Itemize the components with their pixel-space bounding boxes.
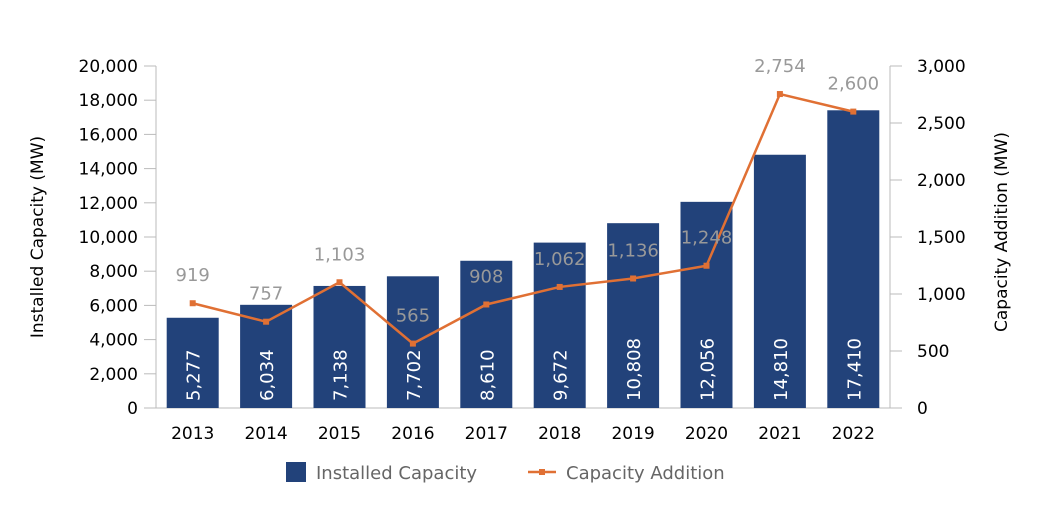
legend-marker-addition [539,469,545,475]
x-tick-label: 2017 [465,424,508,444]
bar-data-label: 14,810 [771,338,792,401]
line-data-label: 2,754 [754,56,806,77]
x-tick-label: 2022 [832,424,875,444]
bar-data-label: 5,277 [184,349,205,401]
bar [753,154,806,408]
y-tick-label-right: 0 [917,399,928,419]
line-point [630,275,637,282]
bar [313,285,366,408]
y-tick-label-right: 500 [917,342,949,362]
line-point [409,340,416,347]
line-data-label: 1,136 [607,240,659,261]
y-tick-label-left: 18,000 [79,91,138,111]
line-point [483,301,490,308]
x-tick-label: 2015 [318,424,361,444]
line-point [850,108,857,115]
y-tick-label-right: 1,000 [917,285,966,305]
line-data-label: 2,600 [828,74,880,95]
bar-data-label: 10,808 [624,338,645,401]
line-series: 919 757 1,103 565 908 1,062 1,136 1,248 2,754 2,6… [176,56,880,347]
y-axis-left-label: Installed Capacity (MW) [28,136,48,338]
line-point [263,318,270,325]
line-point [336,279,343,286]
x-tick-label: 2014 [244,424,287,444]
x-tick-label: 2020 [685,424,728,444]
line-point [703,262,710,269]
y-tick-label-left: 14,000 [79,160,138,180]
line-path [192,92,854,346]
y-tick-label-right: 1,500 [917,228,966,248]
bar [460,260,513,408]
y-axis-right-label: Capacity Addition (MW) [992,132,1012,332]
bar-data-label: 8,610 [477,349,498,401]
x-tick-label: 2018 [538,424,581,444]
bar [533,242,586,408]
legend-label-addition: Capacity Addition [566,463,725,484]
y-tick-label-left: 6,000 [89,296,138,316]
line-data-label: 1,248 [681,228,733,249]
line-point [556,283,563,290]
y-tick-label-right: 3,000 [917,57,966,77]
y-tick-label-left: 0 [127,399,138,419]
line-data-label: 757 [249,284,283,305]
legend: Installed Capacity Capacity Addition [286,462,725,484]
line-point [189,300,196,307]
bar-data-label: 7,702 [404,349,425,401]
y-tick-label-left: 20,000 [79,57,138,77]
y-tick-label-right: 2,000 [917,171,966,191]
y-tick-label-left: 4,000 [89,331,138,351]
y-tick-label-left: 8,000 [89,262,138,282]
bar-data-label: 17,410 [844,338,865,401]
bar [607,223,660,408]
axes: 0 2,000 4,000 6,000 8,000 10,000 12,000 14,000 1… [79,57,966,444]
bar [166,317,219,408]
x-tick-label: 2019 [611,424,654,444]
y-tick-label-left: 2,000 [89,365,138,385]
x-tick-label: 2013 [171,424,214,444]
bar-data-label: 7,138 [331,349,352,401]
legend-label-installed: Installed Capacity [316,463,477,484]
line-data-label: 1,103 [314,244,366,265]
bar-data-label: 12,056 [698,338,719,401]
x-tick-label: 2016 [391,424,434,444]
line-point [776,91,783,98]
line-data-label: 1,062 [534,249,586,270]
bar-data-label: 6,034 [257,349,278,401]
bar [827,110,880,408]
y-tick-label-left: 12,000 [79,194,138,214]
bars: 5,277 6,034 7,138 7,702 8,610 9,672 10,808 12,0… [166,110,880,408]
line-data-label: 908 [469,266,503,287]
bar-data-label: 9,672 [551,349,572,401]
y-tick-label-left: 10,000 [79,228,138,248]
y-tick-label-right: 2,500 [917,114,966,134]
bar [680,201,733,408]
legend-swatch-installed [286,462,306,482]
line-data-label: 919 [176,265,210,286]
x-tick-label: 2021 [758,424,801,444]
line-data-label: 565 [396,306,430,327]
y-tick-label-left: 16,000 [79,125,138,145]
